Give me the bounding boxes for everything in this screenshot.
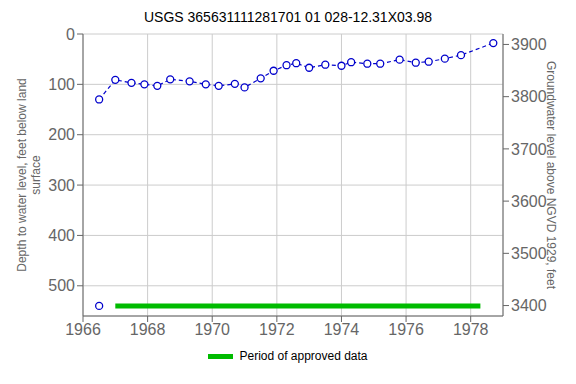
svg-text:3500: 3500 [511,245,547,262]
svg-text:1972: 1972 [259,321,295,338]
svg-text:Depth to water level, feet bel: Depth to water level, feet below landsur… [15,78,43,271]
svg-text:1976: 1976 [388,321,424,338]
svg-text:0: 0 [66,26,75,43]
html-text:Period of approved data: Period of approved data [239,349,368,363]
svg-text:500: 500 [48,277,75,294]
svg-text:1966: 1966 [65,321,101,338]
svg-text:1974: 1974 [324,321,360,338]
svg-text:400: 400 [48,227,75,244]
svg-text:1970: 1970 [194,321,230,338]
svg-text:200: 200 [48,126,75,143]
svg-text:3400: 3400 [511,297,547,314]
html-text:USGS 365631111281701 01 028-12: USGS 365631111281701 01 028-12.31X03.98 [144,9,432,25]
svg-text:3800: 3800 [511,88,547,105]
svg-text:3700: 3700 [511,141,547,158]
svg-text:1968: 1968 [130,321,166,338]
svg-text:1978: 1978 [453,321,489,338]
svg-text:Groundwater level above NGVD 1: Groundwater level above NGVD 1929, feet [544,60,558,290]
svg-text:300: 300 [48,177,75,194]
svg-text:3900: 3900 [511,36,547,53]
svg-text:3600: 3600 [511,193,547,210]
svg-text:100: 100 [48,76,75,93]
